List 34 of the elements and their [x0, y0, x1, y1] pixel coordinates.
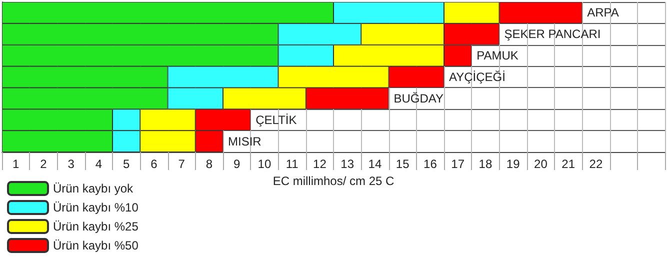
y-tick-label: ŞEKER PANCARI: [504, 27, 601, 42]
x-axis-title: EC millimhos/ cm 25 C: [272, 174, 395, 188]
x-tick-label: 18: [478, 157, 492, 171]
y-tick-label: ÇELTİK: [256, 112, 297, 127]
x-tick-label: 7: [178, 157, 186, 171]
legend-label: Ürün kaybı %50: [53, 238, 139, 252]
x-tick-label: 16: [424, 157, 438, 171]
x-tick-label: 19: [506, 157, 520, 171]
x-tick-label: 20: [534, 157, 548, 171]
y-tick-label: PAMUK: [476, 48, 518, 63]
legend-label: Ürün kaybı %10: [53, 200, 139, 214]
x-tick-label: 13: [340, 157, 354, 171]
legend-label: Ürün kaybı %25: [53, 220, 139, 234]
x-tick-label: 9: [233, 157, 240, 171]
x-tick-label: 5: [122, 157, 130, 171]
x-tick-label: 17: [451, 157, 465, 171]
x-tick-label: 6: [150, 157, 158, 171]
y-tick-label: ARPA: [587, 6, 619, 20]
x-tick-label: 12: [313, 157, 327, 171]
x-tick-label: 21: [562, 157, 576, 171]
x-tick-label: 2: [40, 157, 48, 171]
x-tick-label: 1: [12, 157, 20, 171]
y-tick-label: AYÇİÇEĞİ: [449, 70, 506, 84]
x-tick-label: 14: [368, 157, 382, 171]
legend-label: Ürün kaybı yok: [53, 182, 134, 196]
x-tick-label: 22: [589, 157, 603, 171]
x-tick-label: 11: [286, 157, 299, 171]
x-tick-label: 4: [95, 157, 102, 171]
y-tick-label: BUĞDAY: [394, 91, 444, 106]
x-tick-label: 15: [396, 157, 410, 171]
x-tick-label: 3: [68, 157, 75, 171]
x-tick-label: 8: [206, 157, 213, 171]
x-tick-label: 10: [258, 157, 272, 171]
y-tick-label: MISIR: [228, 134, 262, 148]
